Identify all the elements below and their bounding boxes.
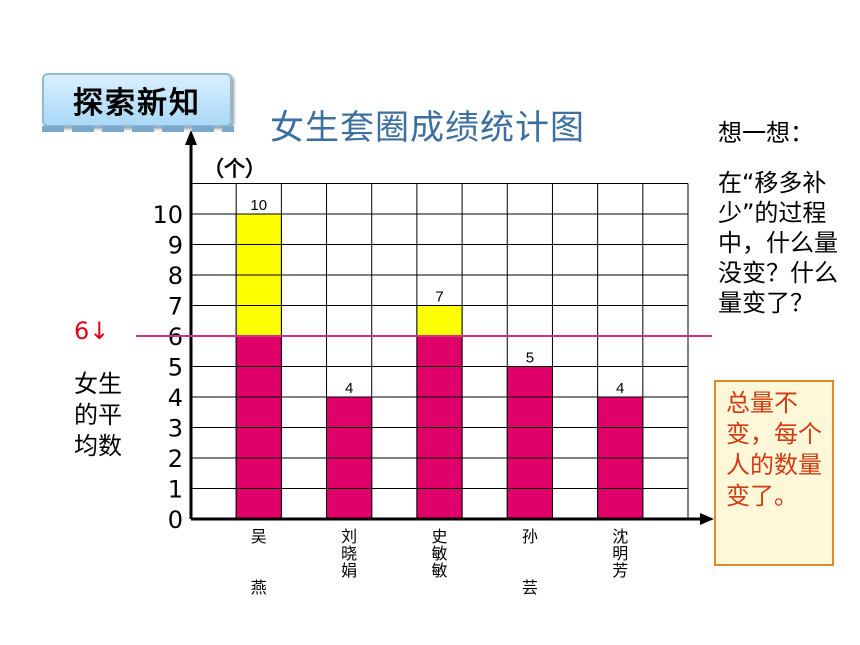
y-tick-label: 10 [152, 201, 183, 229]
y-tick-label: 7 [168, 293, 183, 321]
data-label: 4 [616, 380, 624, 397]
y-axis-arrow [185, 130, 197, 145]
y-tick-label: 1 [168, 476, 183, 504]
data-label: 4 [345, 380, 353, 397]
badge-underline [42, 126, 234, 132]
y-tick-label: 0 [168, 506, 183, 534]
answer-box: 总量不变，每个人的数量变了。 [714, 380, 834, 566]
think-title: 想一想： [718, 119, 814, 147]
y-tick-label: 9 [168, 232, 183, 260]
section-badge: 探索新知 [42, 73, 232, 127]
bar-3-excess [416, 305, 463, 337]
chart-title: 女生套圈成绩统计图 [270, 108, 585, 148]
y-axis-unit: （个） [203, 157, 266, 181]
category-label: 史敏敏 [431, 527, 448, 580]
data-label: 10 [250, 197, 267, 214]
category-label: 吴燕 [250, 527, 267, 597]
y-tick-label: 3 [168, 415, 183, 443]
y-tick-label: 8 [168, 262, 183, 290]
y-tick-label: 2 [168, 445, 183, 473]
category-label: 刘晓娟 [341, 527, 358, 580]
think-question: 在“移多补少”的过程中，什么量没变？什么量变了？ [718, 169, 838, 317]
category-label: 孙芸 [521, 527, 538, 597]
y-tick-label: 5 [168, 354, 183, 382]
average-marker: 6↓ [74, 317, 110, 345]
average-label: 女生的平均数 [74, 370, 122, 460]
y-tick-label: 4 [168, 384, 183, 412]
data-label: 5 [526, 350, 534, 367]
category-label: 沈明芳 [612, 527, 629, 580]
x-axis-arrow [700, 513, 714, 525]
bar-4 [506, 366, 553, 520]
data-label: 7 [435, 289, 443, 306]
